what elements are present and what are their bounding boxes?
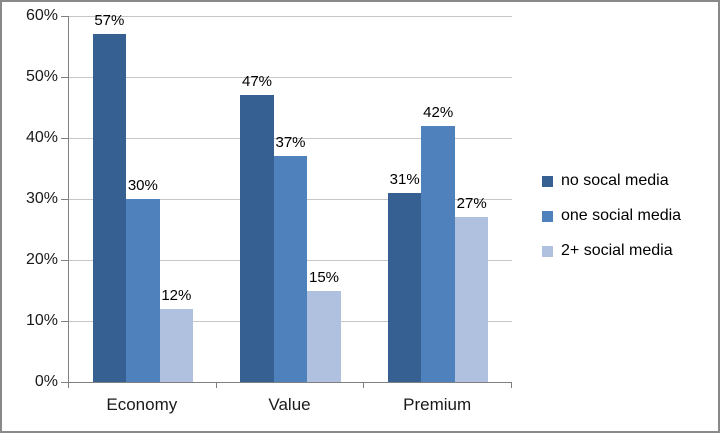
legend-item: no socal media (542, 172, 681, 190)
bar (126, 199, 160, 382)
legend-item: one social media (542, 207, 681, 225)
x-axis-category-label: Premium (403, 395, 472, 414)
bar-value-label: 42% (423, 103, 454, 121)
bar-value-label: 57% (94, 12, 125, 30)
y-axis-tick (61, 198, 68, 200)
bar (240, 95, 274, 382)
bar-value-label: 12% (161, 286, 192, 304)
bar-value-label: 30% (127, 177, 158, 194)
bar-value-label: 47% (241, 73, 273, 91)
bar (421, 125, 455, 382)
bar-value-label: 37% (275, 134, 306, 152)
y-axis-tick (61, 381, 68, 383)
y-axis-tick (61, 76, 68, 78)
x-axis-tick (363, 383, 365, 388)
bar (273, 156, 308, 382)
y-axis-tick (61, 137, 68, 139)
y-gridline (69, 76, 512, 78)
bar (307, 290, 341, 382)
legend: no socal media one social media 2+ socia… (542, 172, 681, 260)
bar (92, 34, 127, 382)
legend-swatch-icon (542, 175, 553, 187)
y-axis-label: 10% (25, 312, 58, 329)
y-axis-label: 50% (25, 68, 58, 85)
legend-item: 2+ social media (542, 242, 681, 260)
y-axis-label: 30% (25, 190, 58, 207)
y-axis-tick (61, 15, 68, 17)
legend-label: no socal media (561, 172, 669, 189)
y-gridline (69, 15, 512, 17)
plot-area: 57% 30% 12% 47% 37% 15% 31% 42% 27% (68, 12, 512, 383)
legend-label: 2+ social media (561, 242, 673, 259)
bar (387, 192, 422, 382)
bar-value-label: 27% (456, 195, 487, 213)
x-axis-tick (511, 383, 512, 388)
bar (159, 308, 194, 382)
y-axis-tick (61, 259, 68, 261)
y-gridline (69, 137, 512, 139)
legend-swatch-icon (542, 210, 553, 222)
bar-value-label: 15% (308, 268, 340, 286)
bar-value-label: 31% (389, 170, 420, 188)
legend-swatch-icon (542, 245, 553, 257)
x-axis-tick (215, 383, 217, 388)
y-axis-label: 20% (25, 251, 58, 268)
bar (454, 217, 489, 382)
y-axis-label: 0% (34, 373, 58, 390)
y-axis-label: 60% (25, 7, 58, 24)
x-axis-tick (68, 383, 69, 388)
y-axis-tick (61, 320, 68, 322)
x-axis-category-label: Value (268, 395, 311, 414)
legend-label: one social media (561, 207, 682, 224)
x-axis-category-label: Economy (106, 395, 178, 414)
y-axis-label: 40% (25, 129, 58, 146)
